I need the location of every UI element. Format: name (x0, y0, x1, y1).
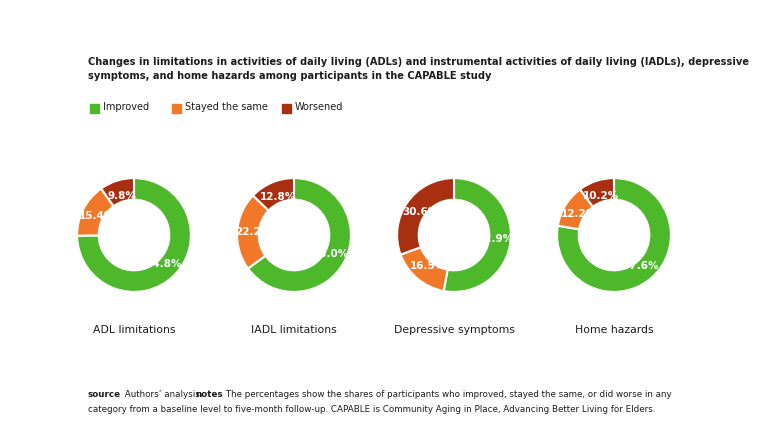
Wedge shape (101, 178, 134, 206)
Text: Authors’ analysis.: Authors’ analysis. (122, 390, 203, 399)
Wedge shape (237, 195, 269, 268)
Text: Home hazards: Home hazards (574, 325, 654, 335)
Text: Stayed the same: Stayed the same (185, 102, 268, 113)
Wedge shape (580, 178, 614, 207)
Text: The percentages show the shares of participants who improved, stayed the same, o: The percentages show the shares of parti… (223, 390, 672, 399)
Text: 77.6%: 77.6% (622, 261, 659, 271)
Text: IADL limitations: IADL limitations (251, 325, 337, 335)
Text: Worsened: Worsened (295, 102, 343, 113)
Text: source: source (88, 390, 121, 399)
Text: ADL limitations: ADL limitations (93, 325, 175, 335)
Wedge shape (397, 178, 454, 255)
Wedge shape (253, 178, 294, 210)
Wedge shape (558, 190, 593, 229)
Bar (90, 104, 99, 113)
Text: notes: notes (195, 390, 223, 399)
Text: 10.2%: 10.2% (583, 191, 619, 201)
Wedge shape (77, 189, 114, 236)
Text: 9.8%: 9.8% (108, 191, 136, 201)
Text: 74.8%: 74.8% (145, 259, 181, 269)
Wedge shape (557, 178, 671, 292)
Wedge shape (248, 178, 351, 292)
Wedge shape (444, 178, 511, 292)
Text: 15.4%: 15.4% (79, 211, 116, 222)
Text: category from a baseline level to five-month follow-up. CAPABLE is Community Agi: category from a baseline level to five-m… (88, 405, 656, 414)
Bar (172, 104, 181, 113)
Wedge shape (401, 247, 448, 291)
Text: 52.9%: 52.9% (477, 234, 513, 244)
Text: 65.0%: 65.0% (313, 249, 349, 259)
Text: 30.6%: 30.6% (402, 206, 439, 217)
Text: 16.5%: 16.5% (409, 261, 445, 271)
Text: 12.2%: 12.2% (561, 209, 597, 218)
Bar (282, 104, 291, 113)
Text: 12.8%: 12.8% (260, 192, 296, 202)
Text: Changes in limitations in activities of daily living (ADLs) and instrumental act: Changes in limitations in activities of … (88, 57, 749, 81)
Wedge shape (77, 178, 191, 292)
Text: Improved: Improved (103, 102, 149, 113)
Text: Depressive symptoms: Depressive symptoms (393, 325, 515, 335)
Text: 22.2%: 22.2% (235, 227, 271, 237)
